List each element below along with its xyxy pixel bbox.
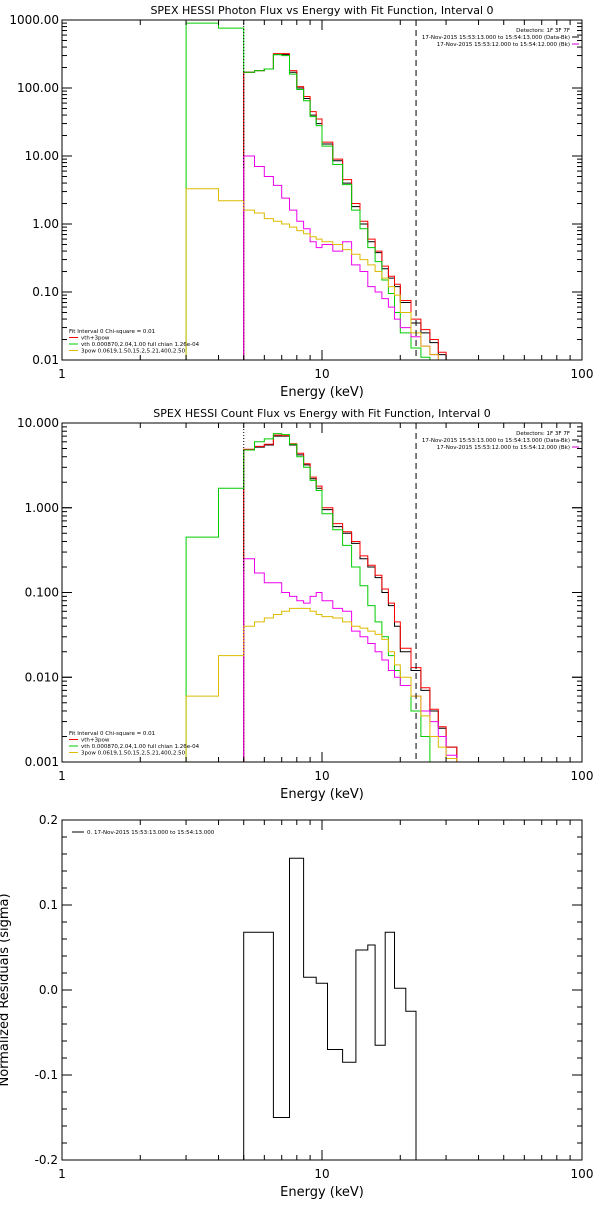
detector-info-line: 17-Nov-2015 15:53:12.000 to 15:54:12.000… xyxy=(437,445,570,451)
legend-entry: 3pow 0.0619,1.50,15.2,5.21,400,2.50 xyxy=(81,349,186,355)
x-tick-label: 10 xyxy=(314,769,329,783)
x-axis-label: Energy (keV) xyxy=(280,385,364,400)
chart-title: SPEX HESSI Count Flux vs Energy with Fit… xyxy=(153,407,490,420)
y-tick-label: 100.00 xyxy=(17,81,59,95)
x-axis-label: Energy (keV) xyxy=(280,1185,364,1200)
x-tick-label: 1 xyxy=(58,769,66,783)
detector-info-line: Detectors: 1F 3F 7F xyxy=(516,28,570,34)
x-tick-label: 1 xyxy=(58,1167,66,1181)
x-tick-label: 100 xyxy=(571,1167,594,1181)
x-tick-label: 1 xyxy=(58,367,66,381)
y-tick-label: 10.000 xyxy=(17,416,59,430)
series-3-line xyxy=(185,22,431,360)
plot-panel-2 xyxy=(61,422,583,763)
legend-entry: Fit Interval 0 Chi-square = 0.01 xyxy=(69,329,155,335)
y-tick-label: 0.010 xyxy=(25,670,59,684)
y-tick-label: 1.000 xyxy=(25,501,59,515)
y-tick-label: 0.10 xyxy=(32,285,59,299)
x-tick-label: 100 xyxy=(571,367,594,381)
y-tick-label: 1.00 xyxy=(32,217,59,231)
legend-entry: vth 0.000870,2.04,1.00 full chian 1.26e-… xyxy=(81,342,200,348)
legend-entry: 0. 17-Nov-2015 15:53:13.000 to 15:54:13.… xyxy=(87,830,215,836)
y-axis-label: Normalized Residuals (sigma) xyxy=(0,893,12,1086)
series-5-line xyxy=(185,607,458,762)
y-tick-label: -0.1 xyxy=(35,1068,58,1082)
legend-entry: vth+3pow xyxy=(81,336,110,342)
x-axis-label: Energy (keV) xyxy=(280,787,364,802)
detector-info-line: 17-Nov-2015 15:53:12.000 to 15:54:12.000… xyxy=(437,42,570,48)
chart-title: SPEX HESSI Photon Flux vs Energy with Fi… xyxy=(150,4,493,17)
series-1-line xyxy=(243,435,458,762)
y-tick-label: -0.2 xyxy=(35,1153,58,1167)
plot-panel-3 xyxy=(61,819,583,1161)
y-tick-label: 0.1 xyxy=(39,898,58,912)
legend-entry: vth+3pow xyxy=(81,738,110,744)
plot-panel-1 xyxy=(61,19,583,361)
x-tick-label: 10 xyxy=(314,1167,329,1181)
y-tick-label: 0.001 xyxy=(25,755,59,769)
y-tick-label: 0.2 xyxy=(39,813,58,827)
plot-frame xyxy=(61,819,583,1161)
y-tick-label: 1000.00 xyxy=(9,13,59,27)
detector-info-line: 17-Nov-2015 15:53:13.000 to 15:54:13.000… xyxy=(422,35,570,41)
series-2-line xyxy=(243,434,458,762)
series-3-line xyxy=(185,433,439,763)
y-tick-label: 0.0 xyxy=(39,983,58,997)
x-tick-label: 100 xyxy=(571,769,594,783)
detector-info-line: Detectors: 1F 3F 7F xyxy=(516,431,570,437)
y-tick-label: 0.100 xyxy=(25,586,59,600)
y-tick-label: 0.01 xyxy=(32,353,59,367)
legend-entry: 3pow 0.0619,1.50,15.2,5.21,400,2.50 xyxy=(81,751,186,757)
y-tick-label: 10.00 xyxy=(25,149,59,163)
plot-frame xyxy=(61,19,583,361)
series-1-line xyxy=(243,857,417,1160)
x-tick-label: 10 xyxy=(314,367,329,381)
legend-entry: vth 0.000870,2.04,1.00 full chian 1.26e-… xyxy=(81,744,200,750)
series-5-line xyxy=(185,188,447,361)
series-4-line xyxy=(243,558,458,762)
legend-entry: Fit Interval 0 Chi-square = 0.01 xyxy=(69,731,155,737)
detector-info-line: 17-Nov-2015 15:53:13.000 to 15:54:13.000… xyxy=(422,438,570,444)
series-4-line xyxy=(243,155,439,360)
